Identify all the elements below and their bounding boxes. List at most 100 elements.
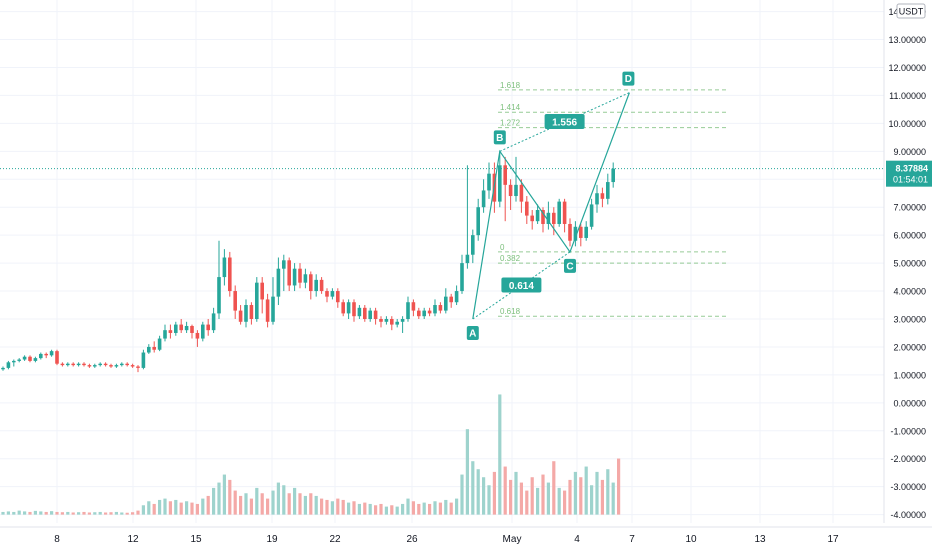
volume-bar: [406, 498, 410, 515]
volume-bar: [374, 505, 378, 515]
candle-body: [584, 226, 588, 238]
fib-level-label: 1.272: [500, 119, 521, 128]
candle-body: [71, 363, 75, 366]
volume-bar: [579, 477, 583, 515]
volume-bar: [368, 503, 372, 515]
candle-body: [352, 302, 356, 317]
volume-bar: [417, 503, 421, 515]
candle-body: [433, 305, 437, 314]
volume-bar: [282, 485, 286, 515]
candle-body: [130, 365, 135, 367]
harmonic-pattern-line: [472, 92, 630, 320]
fib-level-label: 0: [500, 243, 505, 252]
candle-body: [282, 260, 286, 269]
candle-body: [184, 325, 189, 331]
candle-body: [368, 310, 372, 319]
time-tick-label: May: [503, 534, 522, 545]
time-tick-label: 19: [266, 534, 278, 545]
candle-body: [579, 226, 583, 238]
volume-bar: [217, 482, 221, 515]
candle-body: [530, 215, 534, 222]
volume-bar: [276, 482, 280, 515]
volume-bar: [465, 429, 469, 515]
volume-bar: [433, 501, 437, 515]
volume-bar: [525, 490, 529, 515]
time-tick-label: 4: [574, 534, 580, 545]
candle-body: [66, 363, 70, 366]
volume-bar: [395, 506, 399, 515]
candle-body: [379, 318, 383, 322]
volume-bar: [141, 505, 145, 515]
candle-body: [190, 325, 194, 333]
volume-bar: [363, 502, 367, 515]
candle-body: [255, 282, 259, 319]
price-tick-label: 1.00000: [893, 370, 926, 380]
currency-badge[interactable]: [896, 3, 926, 19]
volume-bar: [309, 493, 313, 515]
candle-body: [395, 321, 399, 325]
candle-body: [206, 324, 210, 331]
volume-bar: [557, 487, 561, 515]
candle-body: [28, 356, 32, 361]
volume-bar: [492, 471, 496, 515]
volume-bar: [6, 511, 10, 515]
fib-level-label: 1.414: [500, 103, 521, 112]
volume-bar: [541, 474, 545, 515]
candle-body: [249, 305, 254, 319]
pattern-point-b-box: [493, 130, 506, 145]
volume-bar: [23, 511, 27, 515]
volume-bar: [260, 493, 264, 515]
volume-bar: [595, 471, 599, 515]
time-tick-label: 8: [54, 534, 60, 545]
volume-bar: [438, 502, 442, 515]
candle-body: [552, 212, 556, 224]
price-tick-label: 7.00000: [893, 203, 926, 213]
fib-level-label: 1.618: [500, 81, 521, 90]
volume-bar: [503, 466, 507, 515]
time-tick-label: 13: [754, 534, 766, 545]
candle-body: [12, 360, 16, 363]
candle-body: [325, 291, 329, 297]
volume-bar: [87, 512, 91, 515]
volume-bar: [584, 466, 588, 515]
candle-body: [287, 260, 291, 286]
candle-body: [454, 291, 459, 303]
candle-body: [22, 356, 27, 360]
candle-body: [76, 363, 81, 366]
candle-body: [535, 210, 540, 222]
volume-bar: [266, 498, 270, 515]
candle-body: [303, 274, 308, 283]
volume-bar: [93, 512, 97, 515]
candle-body: [17, 359, 21, 361]
volume-bar: [98, 511, 102, 515]
price-tick-label: 4.00000: [893, 287, 926, 297]
candle-body: [44, 353, 48, 356]
candle-body: [346, 302, 351, 314]
volume-bar: [514, 471, 518, 515]
ratio-label-bd-box: [544, 113, 585, 129]
volume-bar: [131, 512, 135, 515]
candle-body: [357, 307, 362, 317]
price-axis-panel: [884, 0, 932, 550]
volume-bar: [60, 512, 64, 515]
candle-body: [179, 324, 183, 331]
volume-bar: [546, 482, 550, 515]
volume-bar: [147, 501, 151, 515]
candle-body: [217, 277, 221, 314]
price-tick-label: 0.00000: [893, 398, 926, 408]
candle-body: [98, 363, 102, 366]
candle-body: [55, 351, 59, 364]
volume-bar: [449, 502, 453, 515]
candle-body: [384, 318, 389, 322]
pattern-point-d-label: D: [625, 74, 632, 85]
volume-bar: [293, 487, 297, 515]
candle-body: [341, 302, 345, 314]
volume-bar: [336, 498, 340, 515]
candle-body: [309, 274, 313, 292]
volume-bar: [17, 510, 21, 515]
volume-bar: [239, 495, 243, 515]
volume-bar: [174, 499, 178, 515]
candle-body: [373, 310, 378, 319]
time-tick-label: 7: [629, 534, 635, 545]
volume-bar: [255, 487, 259, 515]
